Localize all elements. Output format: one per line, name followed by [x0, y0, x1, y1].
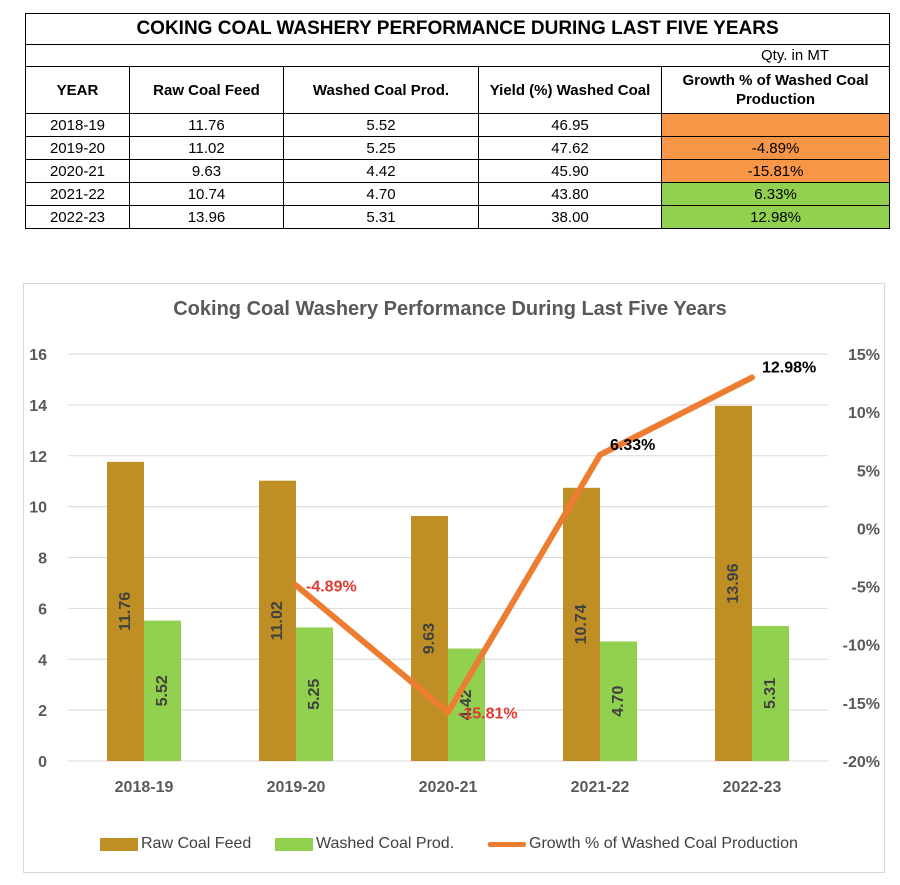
bar-raw-coal-feed — [259, 480, 296, 761]
growth-value-label: 6.33% — [610, 437, 655, 454]
bar-value-label-washed: 4.70 — [610, 686, 627, 717]
cell-year: 2018-19 — [25, 113, 130, 137]
cell-year: 2022-23 — [25, 205, 130, 229]
y-tick-label: 14 — [29, 398, 47, 415]
header-growth: Growth % of Washed Coal Production — [660, 66, 891, 114]
bar-value-label-washed: 5.31 — [762, 678, 779, 709]
cell-growth — [660, 113, 891, 137]
legend-swatch-raw — [100, 837, 138, 851]
x-tick-label: 2022-23 — [723, 779, 782, 796]
legend-swatch-washed — [275, 837, 313, 851]
legend-label-washed: Washed Coal Prod. — [316, 835, 455, 852]
y-tick-label: 6 — [38, 601, 47, 618]
legend-item-growth: Growth % of Washed Coal Production — [488, 834, 798, 854]
legend-item-washed: Washed Coal Prod. — [275, 834, 454, 854]
bar-washed-coal-prod — [144, 620, 181, 761]
table-row: 2019-20 11.02 5.25 47.62 -4.89% — [25, 136, 891, 160]
cell-growth: -15.81% — [660, 159, 891, 183]
bar-value-label-raw: 11.76 — [117, 592, 134, 631]
bar-raw-coal-feed — [563, 487, 600, 761]
bar-washed-coal-prod — [752, 625, 789, 761]
bar-raw-coal-feed — [107, 461, 144, 761]
cell-yield: 47.62 — [478, 136, 662, 160]
y-tick-label: 12 — [29, 449, 47, 466]
y2-tick-label: -20% — [843, 754, 880, 771]
x-tick-label: 2019-20 — [267, 779, 326, 796]
cell-raw: 11.76 — [129, 113, 284, 137]
bar-washed-coal-prod — [296, 627, 333, 761]
bar-value-label-raw: 9.63 — [421, 623, 438, 654]
y2-tick-label: -5% — [852, 580, 880, 597]
header-yield: Yield (%) Washed Coal — [478, 66, 662, 114]
bar-value-label-raw: 10.74 — [573, 604, 590, 644]
y2-tick-label: 0% — [857, 521, 880, 538]
cell-washed: 5.25 — [283, 136, 479, 160]
y2-tick-label: -10% — [843, 638, 880, 655]
y2-tick-label: 10% — [848, 405, 880, 422]
table-header-row: YEAR Raw Coal Feed Washed Coal Prod. Yie… — [25, 66, 891, 114]
bar-washed-coal-prod — [600, 641, 637, 761]
bar-value-label-raw: 11.02 — [269, 601, 286, 640]
bar-raw-coal-feed — [411, 516, 448, 761]
cell-year: 2019-20 — [25, 136, 130, 160]
y-tick-label: 10 — [29, 500, 47, 517]
y-tick-label: 0 — [38, 754, 47, 771]
cell-growth: 12.98% — [660, 205, 891, 229]
cell-growth: -4.89% — [660, 136, 891, 160]
table-row: 2020-21 9.63 4.42 45.90 -15.81% — [25, 159, 891, 183]
cell-year: 2020-21 — [25, 159, 130, 183]
cell-yield: 45.90 — [478, 159, 662, 183]
cell-washed: 5.31 — [283, 205, 479, 229]
y-tick-label: 16 — [29, 347, 47, 364]
cell-washed: 5.52 — [283, 113, 479, 137]
cell-washed: 4.42 — [283, 159, 479, 183]
table-row: 2018-19 11.76 5.52 46.95 — [25, 113, 891, 137]
x-tick-label: 2018-19 — [115, 779, 174, 796]
bar-value-label-raw: 13.96 — [725, 563, 742, 603]
cell-yield: 38.00 — [478, 205, 662, 229]
growth-value-label: -15.81% — [458, 705, 518, 722]
y-tick-label: 4 — [38, 652, 47, 669]
x-tick-label: 2021-22 — [571, 779, 630, 796]
x-tick-label: 2020-21 — [419, 779, 478, 796]
legend-swatch-growth — [488, 841, 526, 847]
table-title: COKING COAL WASHERY PERFORMANCE DURING L… — [24, 13, 891, 45]
cell-year: 2021-22 — [25, 182, 130, 206]
bar-value-label-washed: 5.25 — [306, 679, 323, 710]
cell-raw: 13.96 — [129, 205, 284, 229]
table-row: 2022-23 13.96 5.31 38.00 12.98% — [25, 205, 891, 229]
legend-label-raw: Raw Coal Feed — [141, 835, 252, 852]
y2-tick-label: -15% — [843, 696, 880, 713]
legend-item-raw: Raw Coal Feed — [100, 834, 251, 854]
bar-raw-coal-feed — [715, 405, 752, 761]
y-tick-label: 8 — [38, 551, 47, 568]
bar-value-label-washed: 4.42 — [458, 689, 475, 720]
header-washed-coal-prod: Washed Coal Prod. — [283, 66, 479, 114]
chart-area — [23, 283, 885, 873]
growth-line — [293, 374, 755, 716]
y2-tick-label: 15% — [848, 347, 880, 364]
growth-value-label: 12.98% — [762, 359, 816, 376]
legend-label-growth: Growth % of Washed Coal Production — [529, 835, 798, 852]
performance-table: COKING COAL WASHERY PERFORMANCE DURING L… — [24, 13, 891, 229]
bar-value-label-washed: 5.52 — [154, 675, 171, 706]
y2-tick-label: 5% — [857, 463, 880, 480]
y-tick-label: 2 — [38, 703, 47, 720]
growth-value-label: -4.89% — [306, 578, 357, 595]
cell-growth: 6.33% — [660, 182, 891, 206]
chart-title: Coking Coal Washery Performance During L… — [173, 298, 727, 320]
